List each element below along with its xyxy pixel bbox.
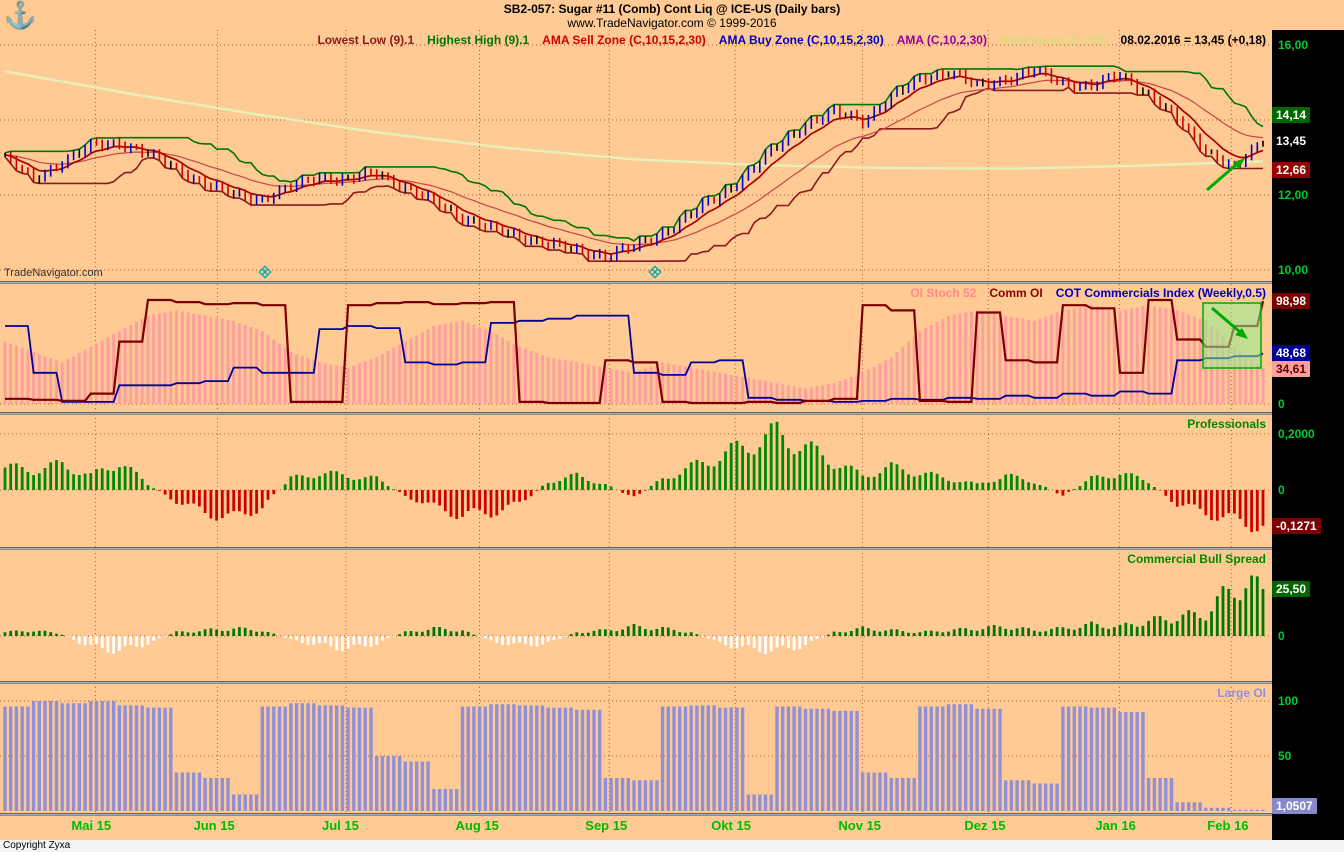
bull-scale-label: 0 bbox=[1278, 629, 1285, 643]
bull-legend-item: Commercial Bull Spread bbox=[1127, 552, 1266, 566]
chart-subtitle: www.TradeNavigator.com © 1999-2016 bbox=[567, 16, 777, 30]
price-scale-label: 16,00 bbox=[1278, 38, 1309, 52]
price-legend-item: MovingAvg (C,200) bbox=[999, 33, 1108, 47]
price-scale-label: 13,45 bbox=[1272, 133, 1311, 149]
price-legend-item: Lowest Low (9).1 bbox=[317, 33, 415, 47]
price-panel[interactable]: TradeNavigator.com bbox=[0, 30, 1272, 282]
panel-separator[interactable] bbox=[0, 281, 1272, 284]
loi-scale-label: 1,0507 bbox=[1272, 798, 1317, 814]
price-scale-label: 12,66 bbox=[1272, 162, 1311, 178]
panel-separator[interactable] bbox=[0, 813, 1272, 816]
cot-legend-item: COT Commercials Index (Weekly,0.5) bbox=[1055, 286, 1266, 300]
large-oi-legend: Large OI bbox=[1217, 686, 1266, 700]
professionals-panel[interactable] bbox=[0, 414, 1272, 547]
price-legend-item: AMA (C,10,2,30) bbox=[896, 33, 987, 47]
axis-label-Aug-15: Aug 15 bbox=[455, 818, 499, 833]
axis-label-Okt-15: Okt 15 bbox=[711, 818, 751, 833]
chart-header: ⚓ SB2-057: Sugar #11 (Comb) Cont Liq @ I… bbox=[0, 0, 1344, 30]
loi-scale-label: 50 bbox=[1278, 749, 1292, 763]
price-legend-item: 08.02.2016 = 13,45 (+0,18) bbox=[1120, 33, 1266, 47]
bull-scale-label: 25,50 bbox=[1272, 581, 1311, 597]
prof-legend-item: Professionals bbox=[1187, 417, 1266, 431]
large-oi-chart[interactable] bbox=[0, 683, 1272, 814]
loi-legend-item: Large OI bbox=[1217, 686, 1266, 700]
professionals-legend: Professionals bbox=[1187, 417, 1266, 431]
panel-separator[interactable] bbox=[0, 547, 1272, 550]
cot-legend-item: Comm OI bbox=[989, 286, 1043, 300]
panel-separator[interactable] bbox=[0, 681, 1272, 684]
bull-spread-chart[interactable] bbox=[0, 549, 1272, 681]
cot-scale-label: 34,61 bbox=[1272, 361, 1311, 377]
bull-spread-legend: Commercial Bull Spread bbox=[1127, 552, 1266, 566]
cot-scale-label: 0 bbox=[1278, 397, 1285, 411]
professionals-chart[interactable] bbox=[0, 414, 1272, 547]
price-scale-column[interactable]: 16,00 14,14 13,45 12,66 12,00 10,00 98,98 48,68… bbox=[1272, 30, 1344, 840]
tradenavigator-logo-icon[interactable]: ⚓ bbox=[4, 0, 37, 30]
axis-label-Feb-16: Feb 16 bbox=[1207, 818, 1249, 833]
axis-label-Mai-15: Mai 15 bbox=[71, 818, 112, 833]
time-axis[interactable]: Mai 15 Jun 15 Jul 15 Aug 15 Sep 15 Okt 15 Nov … bbox=[0, 814, 1272, 840]
cot-legend-item: OI Stoch 52 bbox=[910, 286, 977, 300]
price-legend: Lowest Low (9).1 Highest High (9).1 AMA Se… bbox=[317, 33, 1266, 47]
axis-label-Jul-15: Jul 15 bbox=[321, 818, 359, 833]
price-scale-label: 12,00 bbox=[1278, 188, 1309, 202]
cot-scale-label: 98,98 bbox=[1272, 293, 1311, 309]
axis-label-Dez-15: Dez 15 bbox=[964, 818, 1006, 833]
loi-scale-label: 100 bbox=[1278, 694, 1299, 708]
price-chart[interactable]: TradeNavigator.com bbox=[0, 30, 1272, 282]
chart-title: SB2-057: Sugar #11 (Comb) Cont Liq @ ICE… bbox=[503, 2, 841, 16]
panel-separator[interactable] bbox=[0, 412, 1272, 415]
price-scale-label: 10,00 bbox=[1278, 263, 1309, 277]
bull-spread-panel[interactable] bbox=[0, 549, 1272, 681]
price-legend-item: AMA Buy Zone (C,10,15,2,30) bbox=[718, 33, 884, 47]
copyright-bar: Copyright Zyxa bbox=[0, 840, 1344, 852]
axis-label-Sep-15: Sep 15 bbox=[585, 818, 628, 833]
axis-label-Jan-16: Jan 16 bbox=[1095, 818, 1136, 833]
price-legend-item: AMA Sell Zone (C,10,15,2,30) bbox=[542, 33, 706, 47]
watermark-text: TradeNavigator.com bbox=[4, 267, 103, 279]
axis-label-Nov-15: Nov 15 bbox=[838, 818, 882, 833]
prof-scale-label: -0,1271 bbox=[1272, 518, 1321, 534]
axis-label-Jun-15: Jun 15 bbox=[193, 818, 235, 833]
cot-scale-label: 48,68 bbox=[1272, 345, 1311, 361]
prof-scale-label: 0,2000 bbox=[1278, 427, 1315, 441]
prof-scale-label: 0 bbox=[1278, 483, 1285, 497]
price-legend-item: Highest High (9).1 bbox=[427, 33, 530, 47]
cot-chart[interactable] bbox=[0, 284, 1272, 412]
cot-legend: OI Stoch 52 Comm OI COT Commercials Index … bbox=[910, 286, 1266, 300]
price-scale-label: 14,14 bbox=[1272, 107, 1311, 123]
cot-panel[interactable] bbox=[0, 284, 1272, 412]
large-oi-panel[interactable] bbox=[0, 683, 1272, 814]
